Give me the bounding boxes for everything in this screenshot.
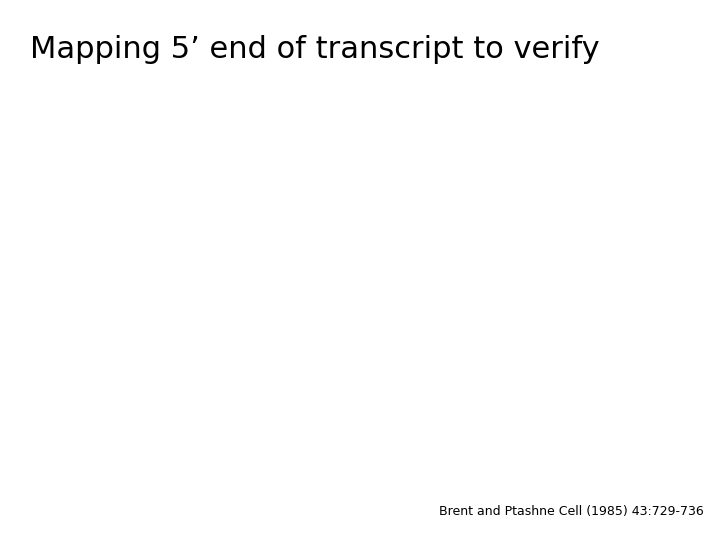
Text: Mapping 5’ end of transcript to verify: Mapping 5’ end of transcript to verify <box>30 35 600 64</box>
Text: Brent and Ptashne Cell (1985) 43:729-736: Brent and Ptashne Cell (1985) 43:729-736 <box>439 505 704 518</box>
